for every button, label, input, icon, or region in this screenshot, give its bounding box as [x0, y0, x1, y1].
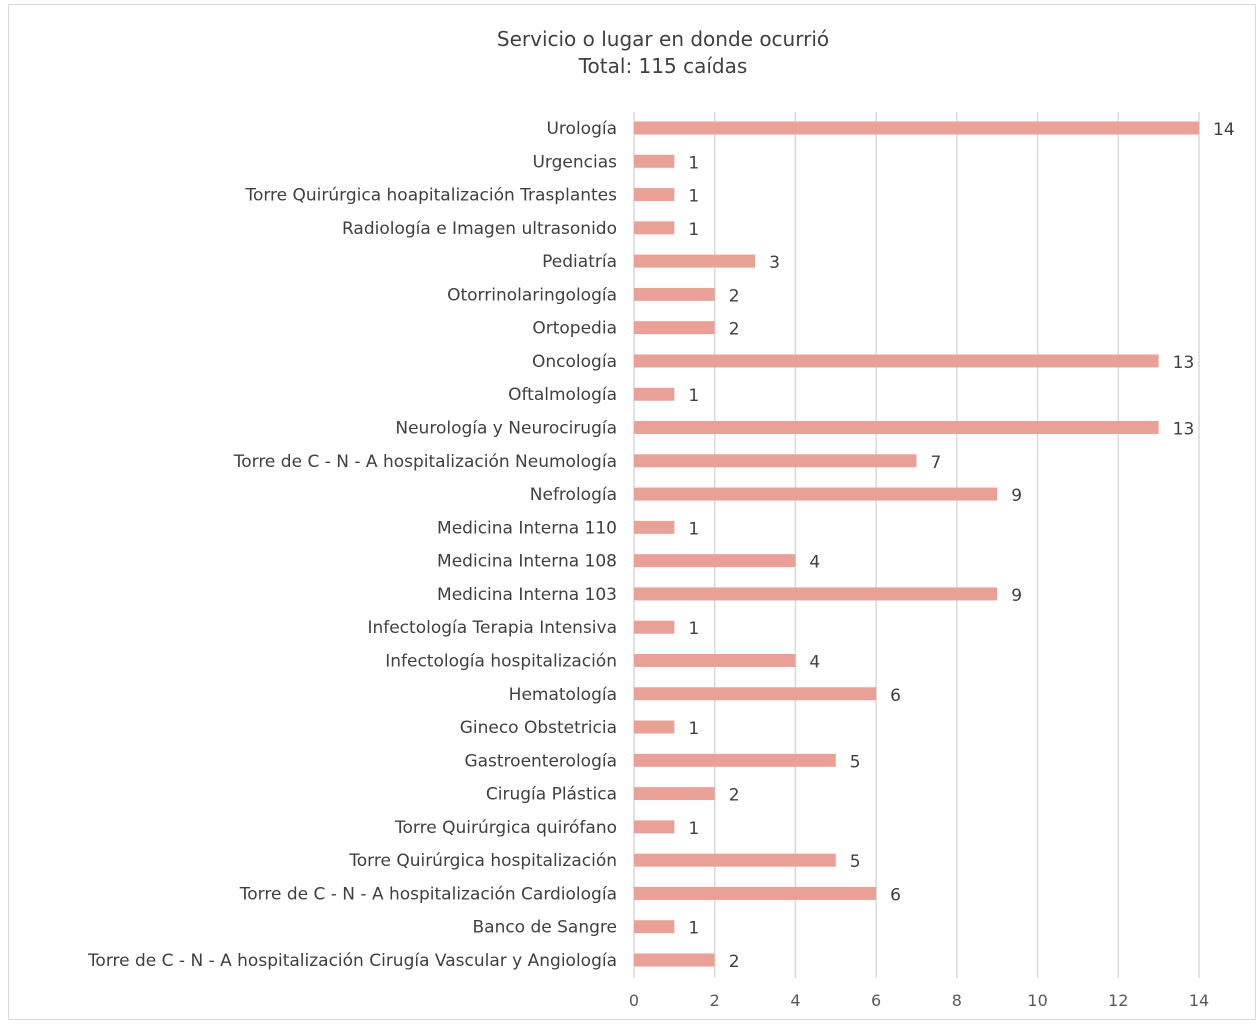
x-tick-label: 10 — [1027, 991, 1047, 1010]
gridlines — [633, 112, 1200, 978]
bar — [634, 454, 917, 468]
data-label: 1 — [688, 220, 699, 240]
data-label: 2 — [729, 952, 740, 972]
category-label: Infectología Terapia Intensiva — [367, 618, 617, 638]
data-label: 13 — [1173, 420, 1195, 440]
category-label: Radiología e Imagen ultrasonido — [342, 219, 617, 239]
x-tick-label: 4 — [790, 991, 800, 1010]
category-label: Torre de C - N - A hospitalización Neumo… — [233, 452, 617, 472]
data-label: 1 — [688, 919, 699, 939]
category-label: Torre de C - N - A hospitalización Cardi… — [239, 884, 617, 904]
category-label: Medicina Interna 108 — [437, 552, 617, 572]
bar — [634, 254, 756, 268]
bar — [634, 953, 715, 967]
category-label: Medicina Interna 103 — [437, 585, 617, 605]
bar — [634, 154, 675, 168]
x-tick-label: 6 — [871, 991, 881, 1010]
bar — [634, 321, 715, 335]
category-label: Hematología — [509, 685, 617, 705]
data-label: 1 — [688, 719, 699, 739]
data-label: 5 — [850, 852, 861, 872]
data-label: 9 — [1011, 586, 1022, 606]
data-label: 13 — [1173, 353, 1195, 373]
data-label: 1 — [688, 519, 699, 539]
bar — [634, 886, 877, 900]
data-label: 2 — [729, 786, 740, 806]
bar — [634, 188, 675, 202]
bar — [634, 387, 675, 401]
bar — [634, 820, 675, 834]
chart-frame — [8, 4, 1256, 1020]
bar — [634, 720, 675, 734]
data-label: 6 — [890, 686, 901, 706]
bars — [634, 121, 1199, 967]
chart-subtitle: Total: 115 caídas — [578, 54, 748, 78]
data-label: 1 — [688, 153, 699, 173]
bar — [634, 753, 836, 767]
bar — [634, 487, 998, 501]
data-label: 1 — [688, 819, 699, 839]
bar — [634, 587, 998, 601]
bar — [634, 520, 675, 534]
x-tick-label: 0 — [629, 991, 639, 1010]
bar — [634, 620, 675, 634]
data-label: 1 — [688, 619, 699, 639]
data-label: 4 — [809, 652, 820, 672]
bar — [634, 221, 675, 235]
data-label: 2 — [729, 320, 740, 340]
category-label: Urología — [546, 119, 617, 139]
category-label: Torre Quirúrgica quirófano — [394, 818, 617, 838]
data-label: 9 — [1011, 486, 1022, 506]
bar — [634, 287, 715, 301]
category-label: Neurología y Neurocirugía — [395, 419, 617, 439]
data-label: 14 — [1213, 120, 1235, 140]
category-label: Otorrinolaringología — [447, 285, 617, 305]
data-label: 7 — [931, 453, 942, 473]
category-label: Oncología — [532, 352, 617, 372]
bar — [634, 121, 1199, 135]
category-label: Infectología hospitalización — [385, 651, 617, 671]
bar — [634, 853, 836, 867]
data-label: 6 — [890, 885, 901, 905]
x-tick-label: 8 — [952, 991, 962, 1010]
data-label: 2 — [729, 286, 740, 306]
bar — [634, 421, 1159, 435]
category-label: Urgencias — [532, 152, 617, 172]
data-label: 5 — [850, 752, 861, 772]
x-tick-label: 14 — [1189, 991, 1209, 1010]
category-label: Cirugía Plástica — [486, 785, 617, 805]
category-label: Gineco Obstetricia — [460, 718, 617, 738]
x-tick-label: 2 — [710, 991, 720, 1010]
data-label: 4 — [809, 553, 820, 573]
category-label: Medicina Interna 110 — [437, 518, 617, 538]
chart-title: Servicio o lugar en donde ocurrió — [497, 27, 829, 51]
bar — [634, 354, 1159, 368]
x-tick-label: 12 — [1108, 991, 1128, 1010]
data-label: 1 — [688, 187, 699, 207]
data-label: 3 — [769, 253, 780, 273]
bar — [634, 554, 796, 568]
category-label: Pediatría — [542, 252, 617, 272]
bar — [634, 920, 675, 934]
category-label: Torre Quirúrgica hoapitalización Traspla… — [244, 186, 617, 206]
category-label: Torre Quirúrgica hospitalización — [348, 851, 617, 871]
bar — [634, 787, 715, 801]
category-label: Oftalmología — [508, 385, 617, 405]
category-label: Ortopedia — [532, 319, 617, 339]
category-label: Nefrología — [530, 485, 617, 505]
category-label: Torre de C - N - A hospitalización Cirug… — [87, 951, 617, 971]
category-label: Banco de Sangre — [472, 918, 617, 938]
category-label: Gastroenterología — [464, 751, 617, 771]
bar — [634, 687, 877, 701]
data-label: 1 — [688, 386, 699, 406]
bar — [634, 653, 796, 667]
